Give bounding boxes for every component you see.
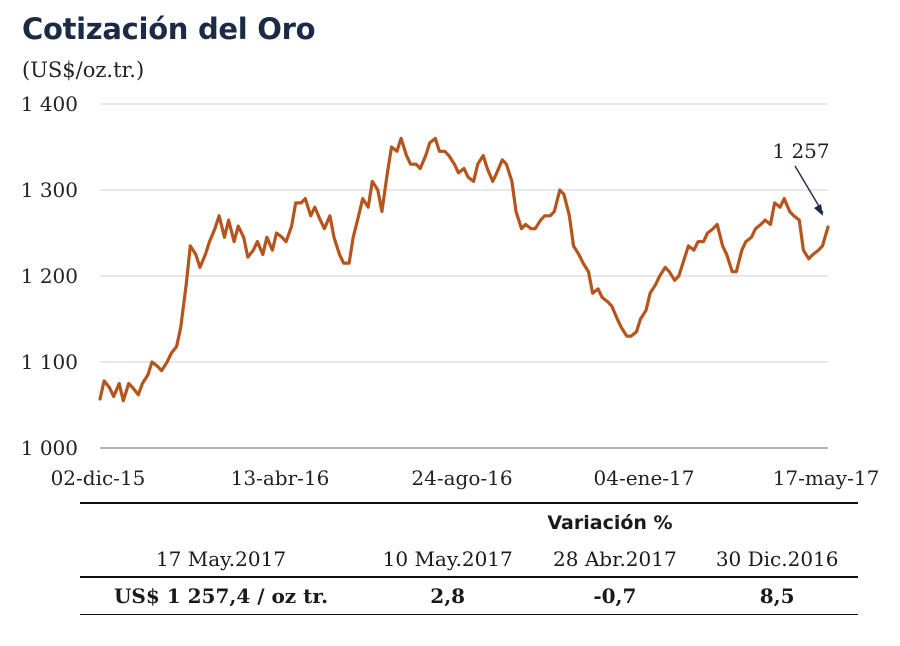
x-axis-ticks: 02-dic-15 13-abr-16 24-ago-16 04-ene-17 17-m… (51, 466, 880, 490)
y-tick-label: 1 000 (21, 436, 78, 460)
y-tick-label: 1 200 (21, 264, 78, 288)
gold-price-line (98, 136, 830, 403)
y-axis-ticks: 1 000 1 100 1 200 1 300 1 400 (21, 92, 78, 460)
chart-unit-subtitle: (US$/oz.tr.) (22, 58, 145, 82)
variation-table: Variación % 17 May.2017 10 May.2017 28 A… (80, 502, 858, 615)
series-layer (98, 136, 830, 403)
blank-header-cell (80, 502, 362, 542)
compare-date-1: 10 May.2017 (362, 542, 534, 578)
compare-date-3: 30 Dic.2016 (696, 542, 858, 578)
x-tick-label: 13-abr-16 (231, 466, 330, 490)
reference-date: 17 May.2017 (80, 542, 362, 578)
page-title: Cotización del Oro (22, 12, 316, 46)
x-tick-label: 17-may-17 (773, 466, 880, 490)
variation-header: Variación % (362, 502, 858, 542)
compare-date-2: 28 Abr.2017 (533, 542, 697, 578)
x-tick-label: 04-ene-17 (594, 466, 695, 490)
y-tick-label: 1 100 (21, 350, 78, 374)
annotation-arrow-head (814, 203, 823, 216)
last-value-annotation: 1 257 (772, 139, 829, 163)
gridlines (100, 103, 828, 449)
annotation-arrow-line (794, 165, 824, 214)
variation-value-2: -0,7 (533, 577, 697, 615)
variation-value-3: 8,5 (696, 577, 858, 615)
current-price: US$ 1 257,4 / oz tr. (80, 577, 362, 615)
y-tick-label: 1 400 (21, 92, 78, 116)
gold-price-chart: 1 000 1 100 1 200 1 300 1 400 02-dic-15 13-ab… (21, 92, 880, 490)
x-tick-label: 02-dic-15 (51, 466, 146, 490)
variation-value-1: 2,8 (362, 577, 534, 615)
y-tick-label: 1 300 (21, 178, 78, 202)
annotation-layer: 1 257 (772, 139, 830, 216)
x-tick-label: 24-ago-16 (411, 466, 512, 490)
